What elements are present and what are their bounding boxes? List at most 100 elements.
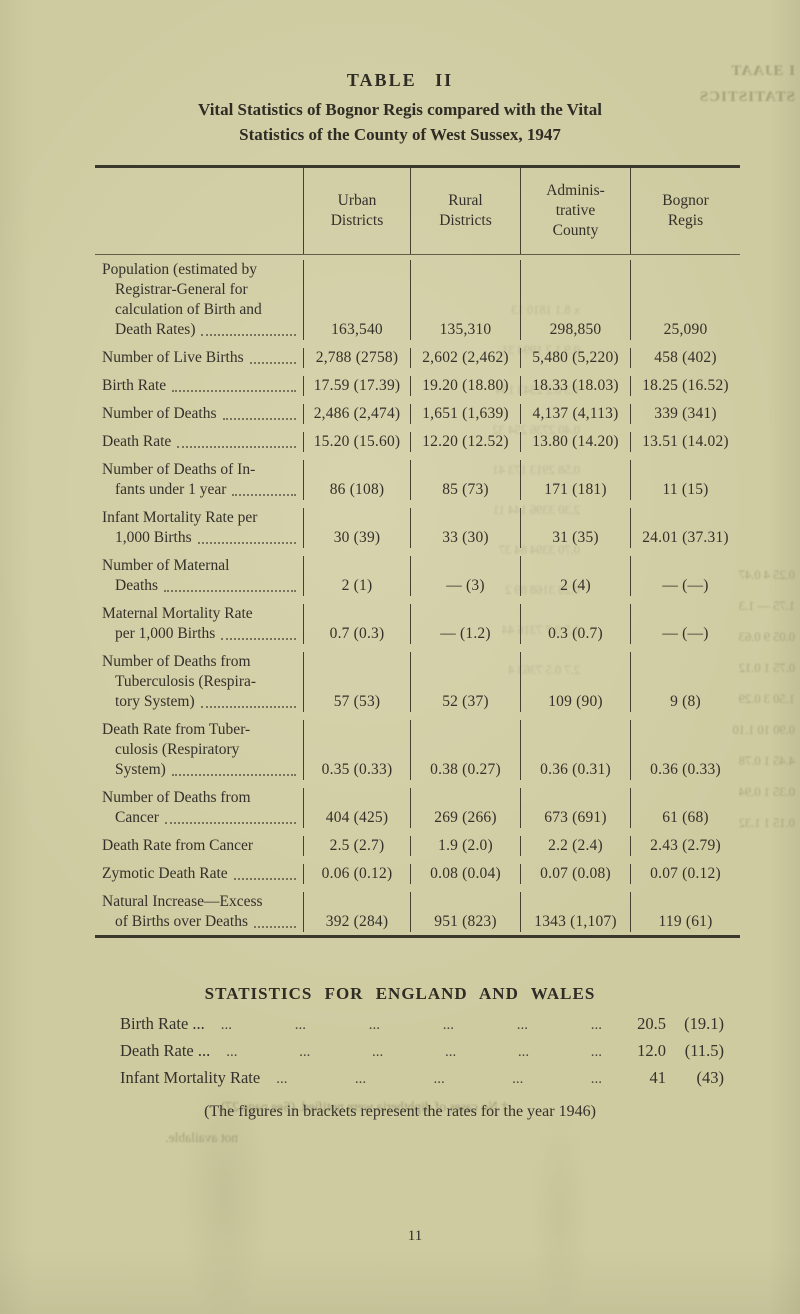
leader-dots — [221, 638, 296, 640]
table-row: Death Rate from Cancer 2.5 (2.7) 1.9 (2.0)… — [95, 831, 740, 859]
england-wales-section: STATISTICS FOR ENGLAND AND WALES Birth R… — [0, 984, 800, 1121]
ew-row-label: Birth Rate ... — [120, 1014, 205, 1033]
ew-row-label: Infant Mortality Rate — [120, 1068, 261, 1087]
vital-statistics-table: Urban Districts Rural Districts Adminis- t… — [95, 165, 740, 938]
table-header-text: Urban Districts — [330, 192, 384, 229]
value-text: 18.33 (18.03) — [532, 377, 619, 394]
value-cell: 33 (30) — [410, 508, 520, 548]
dots-group: ... — [590, 1017, 602, 1033]
dots-group: ... — [590, 1071, 602, 1087]
row-label: Zymotic Death Rate — [95, 864, 303, 884]
row-label: Number of Deaths from Cancer — [95, 788, 303, 828]
value-text: — (—) — [662, 625, 709, 642]
leader-dots — [172, 390, 296, 392]
table-header-text: Adminis- trative County — [546, 182, 605, 239]
dots-group: ... — [226, 1044, 238, 1060]
dots-group: ... — [299, 1044, 311, 1060]
table-row: Infant Mortality Rate per 1,000 Births 30 … — [95, 503, 740, 551]
value-text: 9 (8) — [670, 693, 701, 710]
value-text: 2 (1) — [341, 577, 373, 594]
value-cell: 15.20 (15.60) — [303, 432, 410, 452]
table-row: Number of Deaths from Cancer 404 (425) 269 … — [95, 783, 740, 831]
value-text: 24.01 (37.31) — [642, 529, 729, 546]
value-text: 119 (61) — [658, 913, 713, 930]
row-label: Number of Deaths from Tuberculosis (Respi… — [95, 652, 303, 712]
value-text: 2,788 (2758) — [315, 349, 399, 366]
value-cell: 1343 (1,107) — [520, 892, 630, 932]
value-text: 25,090 — [663, 321, 708, 338]
value-text: 135,310 — [439, 321, 492, 338]
value-text: 0.08 (0.04) — [430, 865, 501, 882]
row-label: Number of Deaths — [95, 404, 303, 424]
value-text: 15.20 (15.60) — [313, 433, 401, 450]
paper-smudge — [500, 1120, 620, 1314]
ew-row-bracket-value: (43) — [696, 1068, 725, 1087]
value-text: 0.38 (0.27) — [430, 761, 501, 778]
row-label: Death Rate from Cancer — [95, 836, 303, 856]
value-cell: 18.33 (18.03) — [520, 376, 630, 396]
row-label-line: System) — [102, 760, 299, 780]
value-text: 951 (823) — [434, 913, 497, 930]
ew-leader-dots: ............... — [260, 1071, 616, 1088]
value-cell: 0.35 (0.33) — [303, 720, 410, 780]
value-cell: 339 (341) — [630, 404, 740, 424]
row-label-line: Natural Increase—Excess — [102, 892, 299, 912]
value-cell: 109 (90) — [520, 652, 630, 712]
dots-group: ... — [354, 1071, 367, 1087]
value-text: 2.43 (2.79) — [650, 837, 721, 854]
value-cell: 673 (691) — [520, 788, 630, 828]
table-header-cell: Bognor Regis — [630, 168, 740, 254]
value-cell: 2 (1) — [303, 556, 410, 596]
row-label-text: Number of Deaths of In- — [102, 461, 256, 478]
value-text: 2,486 (2,474) — [313, 405, 401, 422]
dots-group: ... — [433, 1071, 445, 1087]
dots-group: ... — [444, 1044, 457, 1060]
value-cell: 0.3 (0.7) — [520, 604, 630, 644]
row-label-text: Zymotic Death Rate — [102, 865, 228, 882]
value-text: 458 (402) — [654, 349, 717, 366]
row-label-text: Registrar-General for — [115, 281, 248, 298]
value-cell: 171 (181) — [520, 460, 630, 500]
row-label-line: Number of Live Births — [102, 348, 299, 368]
leader-dots — [233, 878, 296, 880]
table-header-text: Rural Districts — [439, 192, 492, 229]
row-label-text: Number of Deaths from — [102, 789, 251, 806]
value-cell: 0.07 (0.12) — [630, 864, 740, 884]
row-label-text: Number of Deaths — [102, 405, 217, 422]
value-cell: 163,540 — [303, 260, 410, 340]
value-cell: 135,310 — [410, 260, 520, 340]
value-text: — (3) — [446, 577, 485, 594]
row-label-text: Maternal Mortality Rate — [102, 605, 253, 622]
value-cell: 0.36 (0.31) — [520, 720, 630, 780]
value-cell: 951 (823) — [410, 892, 520, 932]
table-row: Number of Deaths 2,486 (2,474) 1,651 (1,63… — [95, 399, 740, 427]
value-text: 0.35 (0.33) — [321, 761, 393, 778]
table-row: Number of Maternal Deaths 2 (1) — (3) 2 (4) —… — [95, 551, 740, 599]
value-cell: 2,486 (2,474) — [303, 404, 410, 424]
row-label: Death Rate from Tuber-culosis (Respirato… — [95, 720, 303, 780]
value-cell: — (—) — [630, 604, 740, 644]
leader-dots — [232, 494, 296, 496]
value-text: 339 (341) — [654, 405, 717, 422]
dots-group: ... — [512, 1071, 524, 1087]
dots-group: ... — [516, 1017, 528, 1033]
value-cell: 52 (37) — [410, 652, 520, 712]
dots-group: ... — [517, 1044, 530, 1060]
table-row: Death Rate from Tuber-culosis (Respirato… — [95, 715, 740, 783]
value-text: 0.3 (0.7) — [548, 625, 603, 642]
value-cell: 2,602 (2,462) — [410, 348, 520, 368]
row-label-line: Death Rate — [102, 432, 299, 452]
row-label-line: Tuberculosis (Respira- — [102, 672, 299, 692]
row-label-text: tory System) — [115, 693, 195, 710]
value-text: 1,651 (1,639) — [422, 405, 509, 422]
row-label-line: calculation of Birth and — [102, 300, 299, 320]
ew-row-value: 20.5 — [637, 1014, 666, 1033]
row-label-line: Birth Rate — [102, 376, 299, 396]
ew-row-bracket-value: (19.1) — [684, 1014, 724, 1033]
row-label-line: Population (estimated by — [102, 260, 299, 280]
value-text: 52 (37) — [442, 693, 489, 710]
row-label-line: Number of Deaths — [102, 404, 299, 424]
row-label-line: of Births over Deaths — [102, 912, 299, 932]
value-cell: 18.25 (16.52) — [630, 376, 740, 396]
value-cell: 298,850 — [520, 260, 630, 340]
